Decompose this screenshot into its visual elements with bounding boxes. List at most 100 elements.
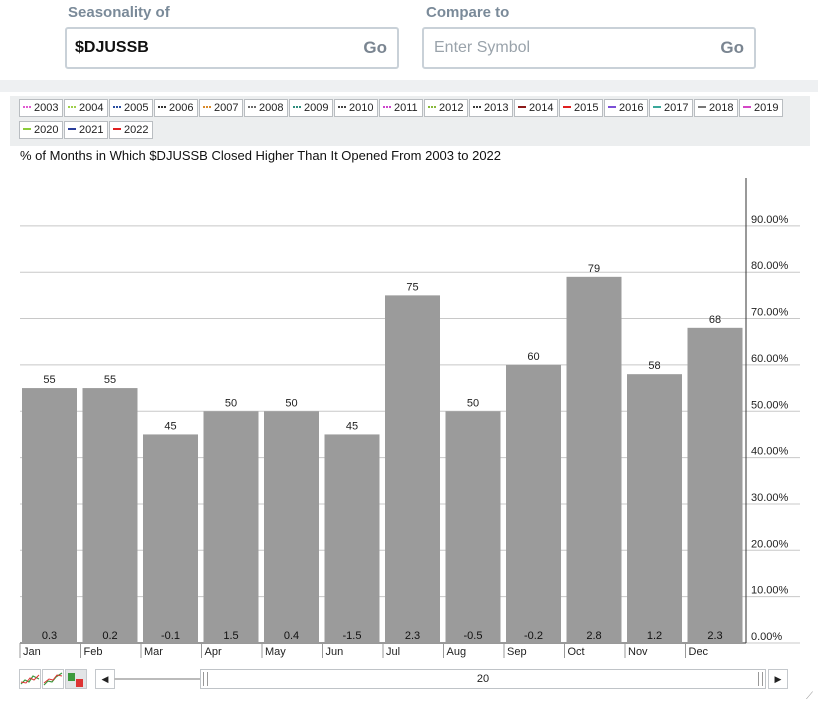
- legend-swatch: [563, 106, 571, 109]
- legend-swatch: [383, 106, 391, 109]
- legend-item-2021[interactable]: 2021: [64, 121, 109, 139]
- legend-item-2006[interactable]: 2006: [154, 99, 199, 117]
- legend-swatch: [113, 106, 121, 109]
- legend-item-2018[interactable]: 2018: [694, 99, 739, 117]
- legend-item-2009[interactable]: 2009: [289, 99, 334, 117]
- legend-label: 2005: [124, 102, 149, 114]
- legend-label: 2015: [574, 102, 599, 114]
- performance-chart-icon[interactable]: [42, 669, 64, 689]
- legend-item-2019[interactable]: 2019: [739, 99, 784, 117]
- avg-change-label: -0.5: [464, 630, 483, 642]
- legend-swatch: [68, 128, 76, 131]
- y-tick-label: 20.00%: [751, 538, 789, 550]
- bar-value-label: 50: [285, 397, 297, 409]
- legend-label: 2019: [754, 102, 779, 114]
- seasonality-label: Seasonality of: [68, 4, 170, 21]
- scroll-track: [114, 678, 200, 680]
- legend-item-2004[interactable]: 2004: [64, 99, 109, 117]
- y-tick-label: 30.00%: [751, 492, 789, 504]
- year-range-slider[interactable]: 20: [200, 669, 766, 689]
- compare-go-button[interactable]: Go: [720, 38, 744, 57]
- avg-change-label: 1.5: [223, 630, 238, 642]
- bar-jul: [385, 295, 440, 643]
- x-tick-label: Jun: [326, 646, 344, 658]
- bar-value-label: 50: [225, 397, 237, 409]
- bar-nov: [627, 374, 682, 643]
- bar-may: [264, 411, 319, 643]
- x-tick-label: May: [265, 646, 286, 658]
- symbol-form: Seasonality of Go Compare to Go: [0, 0, 818, 80]
- seasonality-go-button[interactable]: Go: [363, 38, 387, 57]
- legend-item-2022[interactable]: 2022: [109, 121, 154, 139]
- bar-jan: [22, 388, 77, 643]
- y-tick-label: 60.00%: [751, 353, 789, 365]
- bar-value-label: 45: [164, 420, 176, 432]
- compare-field[interactable]: Go: [422, 27, 756, 69]
- legend-swatch: [68, 106, 76, 109]
- legend-swatch: [473, 106, 481, 109]
- bar-value-label: 75: [406, 281, 418, 293]
- legend-item-2015[interactable]: 2015: [559, 99, 604, 117]
- avg-change-label: 0.4: [284, 630, 299, 642]
- separator-band: [0, 80, 818, 92]
- compare-label: Compare to: [426, 4, 510, 21]
- legend-label: 2014: [529, 102, 554, 114]
- legend-item-2008[interactable]: 2008: [244, 99, 289, 117]
- bar-chart-icon[interactable]: [65, 669, 87, 689]
- bar-value-label: 45: [346, 420, 358, 432]
- legend-swatch: [698, 106, 706, 109]
- legend-label: 2013: [484, 102, 509, 114]
- legend-item-2005[interactable]: 2005: [109, 99, 154, 117]
- legend-swatch: [653, 106, 661, 109]
- bar-value-label: 50: [467, 397, 479, 409]
- legend-swatch: [518, 106, 526, 109]
- chart-title: % of Months in Which $DJUSSB Closed High…: [20, 148, 502, 163]
- legend-label: 2016: [619, 102, 644, 114]
- bar-dec: [687, 327, 743, 643]
- avg-change-label: -0.1: [161, 630, 180, 642]
- bar-oct: [566, 276, 622, 643]
- legend-label: 2012: [439, 102, 464, 114]
- legend-swatch: [428, 106, 436, 109]
- legend-swatch: [23, 128, 31, 131]
- bar-aug: [445, 411, 501, 643]
- avg-change-label: 1.2: [647, 630, 662, 642]
- legend-item-2017[interactable]: 2017: [649, 99, 694, 117]
- legend-item-2007[interactable]: 2007: [199, 99, 244, 117]
- line-chart-icon[interactable]: [19, 669, 41, 689]
- legend-item-2014[interactable]: 2014: [514, 99, 559, 117]
- slider-left-handle[interactable]: [203, 672, 208, 686]
- seasonality-field[interactable]: Go: [65, 27, 399, 69]
- slider-right-handle[interactable]: [758, 672, 763, 686]
- legend-label: 2009: [304, 102, 329, 114]
- legend-item-2012[interactable]: 2012: [424, 99, 469, 117]
- legend-item-2020[interactable]: 2020: [19, 121, 64, 139]
- legend-label: 2022: [124, 124, 149, 136]
- scroll-right-button[interactable]: ▶: [768, 669, 788, 689]
- bar-value-label: 60: [527, 351, 539, 363]
- legend-item-2010[interactable]: 2010: [334, 99, 379, 117]
- x-tick-label: Apr: [205, 646, 222, 658]
- legend-label: 2003: [34, 102, 59, 114]
- avg-change-label: -0.2: [524, 630, 543, 642]
- seasonality-input[interactable]: [75, 29, 335, 67]
- legend-swatch: [158, 106, 166, 109]
- bar-apr: [203, 411, 259, 643]
- x-tick-label: Sep: [507, 646, 527, 658]
- legend-label: 2010: [349, 102, 374, 114]
- legend-label: 2020: [34, 124, 59, 136]
- resize-grip-icon[interactable]: ⟋: [806, 691, 813, 702]
- legend-item-2011[interactable]: 2011: [379, 99, 423, 117]
- avg-change-label: 2.8: [586, 630, 601, 642]
- legend-swatch: [248, 106, 256, 109]
- y-tick-label: 40.00%: [751, 446, 789, 458]
- scroll-left-button[interactable]: ◀: [95, 669, 115, 689]
- compare-input[interactable]: [434, 29, 694, 67]
- legend-item-2003[interactable]: 2003: [19, 99, 64, 117]
- year-count-label: 20: [476, 673, 490, 685]
- legend-item-2016[interactable]: 2016: [604, 99, 649, 117]
- legend-item-2013[interactable]: 2013: [469, 99, 514, 117]
- y-tick-label: 80.00%: [751, 260, 789, 272]
- legend-swatch: [293, 106, 301, 109]
- x-tick-label: Oct: [568, 646, 585, 658]
